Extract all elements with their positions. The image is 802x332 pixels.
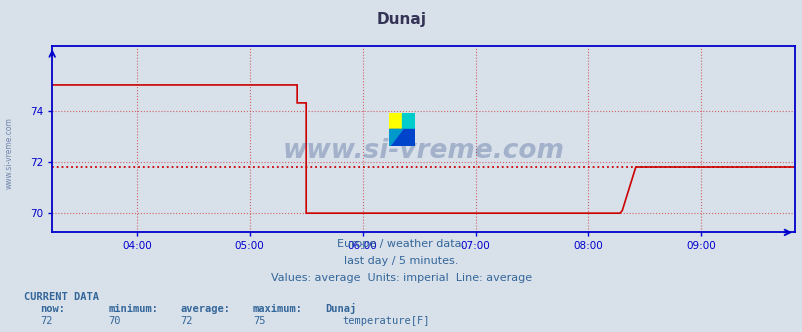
Text: 75: 75 <box>253 316 265 326</box>
Text: 70: 70 <box>108 316 121 326</box>
Bar <box>402 113 415 129</box>
Text: www.si-vreme.com: www.si-vreme.com <box>5 117 14 189</box>
Bar <box>389 113 402 129</box>
Polygon shape <box>389 129 415 146</box>
Text: minimum:: minimum: <box>108 304 158 314</box>
Text: temperature[F]: temperature[F] <box>342 316 430 326</box>
Text: Values: average  Units: imperial  Line: average: Values: average Units: imperial Line: av… <box>270 273 532 283</box>
Text: average:: average: <box>180 304 230 314</box>
Text: Dunaj: Dunaj <box>376 12 426 27</box>
Text: maximum:: maximum: <box>253 304 302 314</box>
Text: Dunaj: Dunaj <box>325 303 356 314</box>
Text: now:: now: <box>40 304 65 314</box>
Text: 72: 72 <box>40 316 53 326</box>
Text: last day / 5 minutes.: last day / 5 minutes. <box>344 256 458 266</box>
Text: www.si-vreme.com: www.si-vreme.com <box>282 137 564 164</box>
Text: 72: 72 <box>180 316 193 326</box>
Text: Europe / weather data.: Europe / weather data. <box>337 239 465 249</box>
Text: CURRENT DATA: CURRENT DATA <box>24 292 99 302</box>
Polygon shape <box>389 129 402 146</box>
